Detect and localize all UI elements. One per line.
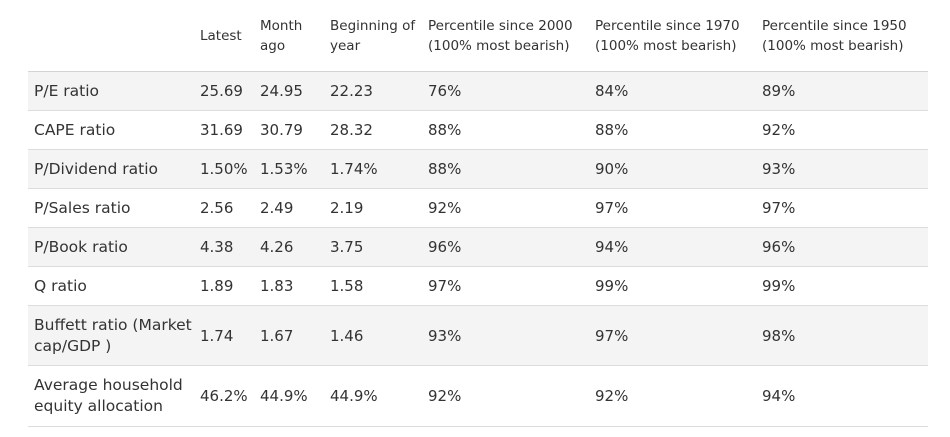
percentile-1970-value: 84% [595,82,629,100]
beginning-of-year-value: 3.75 [330,238,364,256]
table-row: Q ratio 1.89 1.83 1.58 97% 99% 99% [28,267,928,306]
beginning-of-year-value: 28.32 [330,121,373,139]
header-p2000-line1: Percentile since 2000 [428,17,573,34]
latest-value: 1.74 [200,326,234,345]
percentile-1970-value: 90% [595,160,629,178]
header-boy-line2: year [330,37,361,54]
metric-name: CAPE ratio [34,120,116,139]
latest-value: 1.89 [200,277,234,295]
header-p1970-line1: Percentile since 1970 [595,17,740,34]
table-row: P/Sales ratio 2.56 2.49 2.19 92% 97% 97% [28,189,928,228]
metric-name: P/Book ratio [34,237,128,256]
header-beginning-of-year: Beginning of year [330,16,428,56]
percentile-1950-value: 98% [762,326,796,345]
percentile-1950-value: 92% [762,121,796,139]
beginning-of-year-value: 1.74% [330,160,378,178]
percentile-2000-value: 96% [428,238,462,256]
beginning-of-year-value: 1.58 [330,277,364,295]
header-boy-line1: Beginning of [330,17,416,34]
table-row: Buffett ratio (Market cap/GDP ) 1.74 1.6… [28,306,928,366]
metric-name: Average household equity allocation [34,376,183,415]
month-ago-value: 4.26 [260,238,294,256]
percentile-2000-value: 88% [428,121,462,139]
beginning-of-year-value: 2.19 [330,199,364,217]
header-p1970-line2: (100% most bearish) [595,37,737,54]
header-p1950-line1: Percentile since 1950 [762,17,907,34]
percentile-1970-value: 99% [595,277,629,295]
header-p2000-line2: (100% most bearish) [428,37,570,54]
month-ago-value: 1.53% [260,160,308,178]
latest-value: 31.69 [200,121,243,139]
metric-name: Q ratio [34,276,87,295]
metric-name: P/Sales ratio [34,198,131,217]
month-ago-value: 2.49 [260,199,294,217]
header-month-ago: Month ago [260,16,330,56]
header-month-ago-line2: ago [260,37,286,54]
header-latest: Latest [200,27,242,44]
latest-value: 25.69 [200,82,243,100]
percentile-1950-value: 89% [762,82,796,100]
beginning-of-year-value: 1.46 [330,326,364,345]
table-row: Average household equity allocation 46.2… [28,366,928,427]
month-ago-value: 1.83 [260,277,294,295]
percentile-1970-value: 94% [595,238,629,256]
table-row: P/E ratio 25.69 24.95 22.23 76% 84% 89% [28,72,928,111]
header-month-ago-line1: Month [260,17,303,34]
latest-value: 46.2% [200,387,248,405]
header-percentile-2000: Percentile since 2000 (100% most bearish… [428,16,595,56]
beginning-of-year-value: 44.9% [330,387,378,405]
metric-name: P/Dividend ratio [34,159,158,178]
month-ago-value: 24.95 [260,82,303,100]
percentile-1970-value: 92% [595,387,629,405]
table-row: P/Dividend ratio 1.50% 1.53% 1.74% 88% 9… [28,150,928,189]
percentile-1950-value: 99% [762,277,796,295]
header-percentile-1970: Percentile since 1970 (100% most bearish… [595,16,762,56]
beginning-of-year-value: 22.23 [330,82,373,100]
percentile-1970-value: 88% [595,121,629,139]
percentile-2000-value: 88% [428,160,462,178]
latest-value: 2.56 [200,199,234,217]
percentile-2000-value: 92% [428,199,462,217]
percentile-2000-value: 97% [428,277,462,295]
latest-value: 4.38 [200,238,234,256]
month-ago-value: 30.79 [260,121,303,139]
table-row: CAPE ratio 31.69 30.79 28.32 88% 88% 92% [28,111,928,150]
header-percentile-1950: Percentile since 1950 (100% most bearish… [762,16,928,56]
percentile-1950-value: 97% [762,199,796,217]
valuation-table: Latest Month ago Beginning of year Perce… [28,0,928,427]
latest-value: 1.50% [200,160,248,178]
percentile-2000-value: 92% [428,387,462,405]
month-ago-value: 1.67 [260,326,294,345]
metric-name: Buffett ratio (Market cap/GDP ) [34,315,192,355]
table-header-row: Latest Month ago Beginning of year Perce… [28,0,928,72]
month-ago-value: 44.9% [260,387,308,405]
percentile-1970-value: 97% [595,199,629,217]
percentile-1950-value: 93% [762,160,796,178]
metric-name: P/E ratio [34,81,100,100]
percentile-1970-value: 97% [595,326,629,345]
percentile-1950-value: 94% [762,387,796,405]
header-p1950-line2: (100% most bearish) [762,37,904,54]
percentile-2000-value: 93% [428,326,462,345]
table-row: P/Book ratio 4.38 4.26 3.75 96% 94% 96% [28,228,928,267]
percentile-2000-value: 76% [428,82,462,100]
percentile-1950-value: 96% [762,238,796,256]
